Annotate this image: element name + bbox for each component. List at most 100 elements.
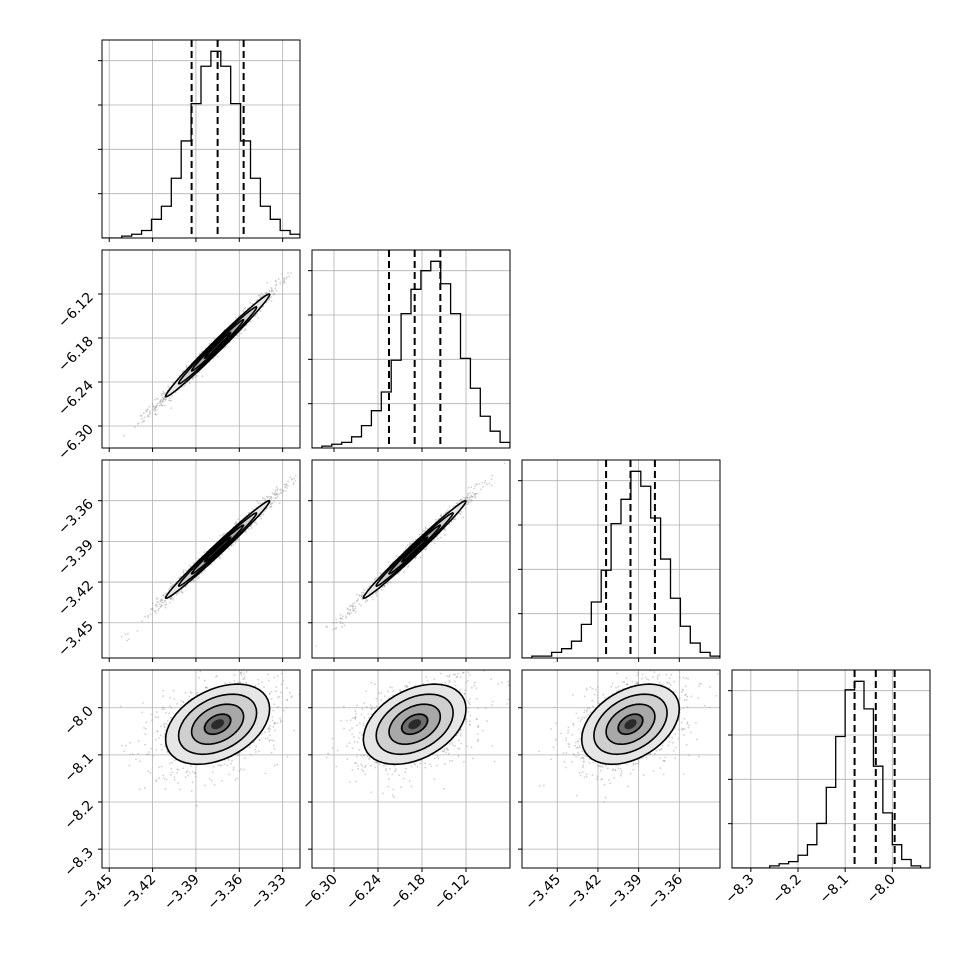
sample-point <box>272 293 275 295</box>
sample-point <box>276 696 279 699</box>
sample-point <box>270 287 273 289</box>
y-tick-label: −3.36 <box>55 496 97 538</box>
sample-point <box>352 603 354 605</box>
sample-point <box>282 282 285 285</box>
sample-point <box>355 611 357 613</box>
sample-point <box>383 585 386 587</box>
sample-point <box>383 585 386 588</box>
sample-point <box>433 539 436 541</box>
sample-point <box>184 585 187 588</box>
sample-point <box>136 423 139 425</box>
scatter-points <box>120 260 306 448</box>
sample-point <box>370 596 373 598</box>
sample-point <box>474 496 477 498</box>
sample-point <box>473 494 476 496</box>
sample-point <box>366 599 369 602</box>
sample-point <box>177 768 180 771</box>
sample-point <box>154 407 156 410</box>
sample-point <box>267 654 269 656</box>
sample-point <box>325 439 327 441</box>
sample-point <box>491 474 493 477</box>
sample-point <box>160 604 163 607</box>
sample-point <box>304 260 306 262</box>
sample-point <box>274 287 277 290</box>
sample-point <box>137 752 139 755</box>
sample-point <box>285 706 288 709</box>
sample-point <box>460 510 463 513</box>
sample-point <box>229 681 231 684</box>
sample-point <box>358 595 361 597</box>
sample-point <box>255 315 257 318</box>
sample-point <box>379 572 382 575</box>
sample-point <box>185 366 188 369</box>
sample-point <box>176 768 179 771</box>
y-tick-label: −6.24 <box>55 377 97 419</box>
sample-point <box>269 505 272 508</box>
sample-point <box>474 492 477 495</box>
sample-point <box>234 779 237 781</box>
sample-point <box>156 597 159 600</box>
sample-point <box>276 493 279 496</box>
sample-point <box>466 496 468 498</box>
sample-point <box>285 485 287 488</box>
sample-point <box>424 548 427 551</box>
sample-point <box>201 375 204 378</box>
sample-point <box>380 589 383 591</box>
sample-point <box>236 334 239 337</box>
sample-point <box>140 414 143 417</box>
sample-point <box>242 678 245 681</box>
sample-point <box>182 767 185 770</box>
sample-point <box>134 426 136 429</box>
sample-point <box>444 534 446 536</box>
sample-point <box>237 538 240 541</box>
sample-point <box>157 609 160 612</box>
sample-point <box>273 493 276 496</box>
sample-point <box>266 496 269 499</box>
sample-point <box>283 279 285 282</box>
sample-point <box>190 790 193 792</box>
sample-point <box>255 523 258 525</box>
sample-point <box>124 744 127 747</box>
sample-point <box>161 401 164 403</box>
sample-point <box>250 527 253 529</box>
sample-point <box>221 553 224 556</box>
sample-point <box>335 627 338 629</box>
sample-point <box>459 498 462 501</box>
sample-point <box>452 505 455 508</box>
panel-frame <box>101 39 301 239</box>
sample-point <box>351 605 354 608</box>
x-tick-label: −3.33 <box>248 872 290 914</box>
sample-point <box>278 493 280 496</box>
sample-point <box>148 413 151 415</box>
sample-point <box>274 491 277 494</box>
sample-point <box>154 409 157 412</box>
sample-point <box>274 690 277 693</box>
sample-point <box>270 290 273 293</box>
sample-point <box>280 492 283 494</box>
sample-point <box>273 292 276 295</box>
sample-point <box>242 672 245 675</box>
sample-point <box>475 493 477 495</box>
sample-point <box>271 492 274 494</box>
sample-point <box>274 494 277 496</box>
sample-point <box>142 412 145 415</box>
sample-point <box>154 413 157 416</box>
sample-point <box>245 681 248 684</box>
scatter-points <box>315 462 506 647</box>
sample-point <box>290 272 292 275</box>
sample-point <box>470 494 473 497</box>
sample-point <box>158 737 160 739</box>
sample-point <box>484 479 487 482</box>
sample-point <box>426 545 429 548</box>
sample-point <box>372 598 374 601</box>
sample-point <box>467 494 469 497</box>
sample-point <box>163 777 166 780</box>
sample-point <box>198 676 201 679</box>
sample-point <box>412 540 415 542</box>
sample-point <box>270 300 273 303</box>
sample-point <box>360 604 363 607</box>
sample-point <box>172 599 174 601</box>
sample-point <box>192 580 195 583</box>
sample-point <box>361 595 364 598</box>
sample-point <box>464 507 467 510</box>
